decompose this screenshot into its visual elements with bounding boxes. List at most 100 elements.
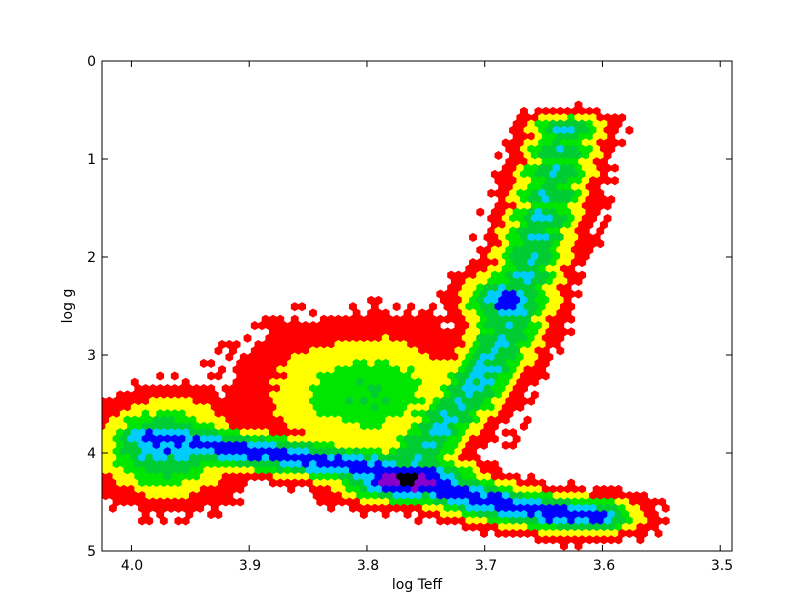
hexbin-cell [592, 535, 601, 545]
hexbin-cell [487, 188, 496, 198]
y-axis-label: log g [60, 289, 76, 324]
hexbin-cell [494, 150, 503, 161]
hexbin-cell [574, 541, 583, 551]
hexbin-cell [534, 535, 543, 545]
hexbin-cell [567, 327, 576, 337]
hexbin-cell [214, 346, 223, 356]
hexbin-cell [236, 484, 245, 494]
hexbin-cell [102, 491, 110, 501]
hexbin-cell [614, 535, 623, 545]
hexbin-cell [509, 440, 518, 450]
hexbin-cell [610, 176, 619, 186]
hexbin-cell [523, 528, 532, 539]
axis-ticks [102, 60, 732, 552]
hexbin-cells [102, 100, 670, 551]
hexbin-cell [556, 346, 565, 356]
hexbin-cell [654, 528, 663, 539]
hexbin-cell [287, 484, 296, 494]
plot-frame [101, 60, 733, 552]
hexbin-cell [159, 516, 168, 526]
hexbin-cell [229, 497, 237, 507]
hexbin-cell [298, 478, 307, 488]
hexbin-cell [250, 472, 259, 482]
hexbin-cell [574, 289, 583, 299]
hexbin-cell [338, 497, 347, 507]
hexbin-cell [516, 402, 525, 413]
hexbin-cell [316, 497, 325, 507]
hexbin-cell [443, 516, 452, 526]
hexbin-cell [636, 535, 645, 545]
hexbin-cell [403, 510, 412, 520]
hexbin-cell [559, 541, 568, 551]
hexbin-cell [476, 207, 485, 217]
x-axis-label: log Teff [392, 577, 443, 593]
hexbin-cell [138, 516, 146, 526]
x-tick-label: 3.5 [711, 558, 733, 574]
hexbin-cell [207, 510, 216, 520]
hexbin-cell [461, 522, 470, 532]
hexbin-cell [425, 510, 434, 520]
hexbin-cell [207, 358, 216, 368]
hexbin-cell [381, 510, 390, 520]
hexbin-cell [450, 516, 459, 526]
hexbin-cell [578, 258, 587, 268]
hexbin-cell [308, 308, 317, 318]
hexbin-cell [359, 510, 368, 520]
hexbin-cell [567, 314, 576, 324]
hexbin-cell [501, 528, 510, 539]
hexbin-cell [509, 528, 518, 539]
hexbin-cell [258, 321, 267, 331]
hexbin-cell [661, 503, 670, 513]
hexbin-cell [258, 472, 267, 482]
hexbin-cell [603, 201, 612, 211]
y-tick-label: 5 [87, 544, 96, 560]
y-tick-label: 3 [87, 348, 96, 364]
hexbin-cell [250, 321, 259, 331]
hexbin-cell [519, 421, 528, 431]
hexbin-cell [290, 302, 299, 312]
hexbin-cell [392, 302, 401, 312]
hexbin-cell [119, 497, 128, 507]
hexbin-cell [516, 528, 525, 539]
hexbin-cell [207, 371, 216, 381]
hexbin-cell [494, 528, 503, 539]
hexbin-cell [625, 528, 634, 539]
hexbin-cell [276, 478, 285, 488]
hexbin-cell [348, 503, 357, 513]
hexbin-cell [243, 333, 252, 343]
hexbin-cell [469, 522, 477, 532]
hexbin-cell [181, 516, 190, 526]
hexbin-cell [527, 396, 536, 406]
hexbin-cell [214, 371, 223, 381]
y-tick-label: 4 [87, 446, 96, 462]
hexbin-cell [221, 497, 230, 507]
hexbin-cell [414, 516, 423, 526]
hexbin-cell [196, 503, 205, 513]
hexbin-cell [199, 358, 208, 368]
hexbin-cell [603, 176, 612, 186]
hexbin-cell [174, 516, 183, 526]
hexbin-cell [236, 497, 245, 507]
hexbin-cell [541, 371, 550, 381]
hexbin-cell [109, 503, 117, 513]
hexbin-cell [145, 516, 154, 526]
hexbin-cell [443, 314, 452, 324]
hexbin-cell [214, 510, 223, 520]
hexbin-cell [574, 276, 583, 287]
hexbin-cell [392, 503, 401, 513]
hexbin-cell [174, 503, 183, 513]
x-tick-label: 3.9 [239, 558, 261, 574]
hexbin-cell [167, 503, 175, 513]
y-tick-label: 0 [87, 54, 96, 70]
x-tick-label: 4.0 [121, 558, 143, 574]
hexbin-cell [599, 535, 608, 545]
hexbin-cell [607, 535, 616, 545]
hexbin-cell [585, 535, 594, 545]
hexbin-cell [156, 371, 165, 381]
hexbin-cell [298, 302, 307, 312]
hexbin-cell [610, 163, 619, 173]
x-tick-label: 3.6 [593, 558, 615, 574]
hexbin-cell [370, 503, 379, 513]
